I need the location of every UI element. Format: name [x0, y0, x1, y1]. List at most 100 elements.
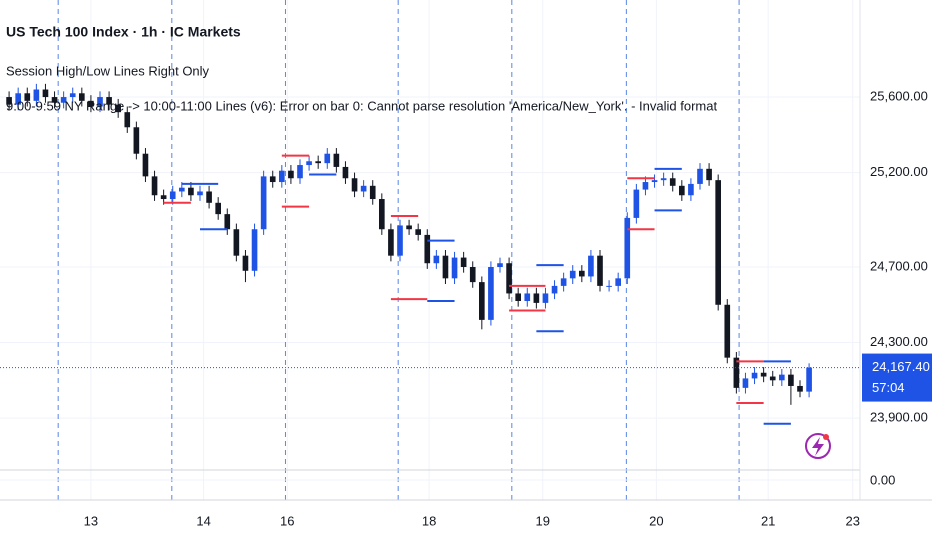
- candle-body: [779, 374, 785, 381]
- candle-body: [588, 255, 594, 277]
- candle-body: [551, 285, 558, 294]
- candle-body: [679, 185, 685, 196]
- candle-body: [797, 385, 803, 392]
- candle-body: [424, 234, 431, 264]
- candle-body: [106, 97, 112, 105]
- candle-body: [479, 282, 485, 320]
- candle-body: [124, 112, 131, 128]
- candle-body: [433, 255, 440, 264]
- candle-body: [415, 229, 421, 235]
- candle-body: [715, 180, 721, 305]
- candle-body: [624, 217, 631, 279]
- last-price-label: 24,167.40: [872, 359, 930, 374]
- candle-body: [315, 161, 321, 164]
- last-price-box: [862, 353, 932, 402]
- candle-body: [169, 191, 176, 200]
- candle-body: [79, 93, 85, 101]
- x-tick-label: 20: [649, 513, 663, 528]
- candle-body: [469, 267, 476, 283]
- candle-body: [324, 153, 331, 164]
- candle-body: [606, 285, 612, 287]
- candle-body: [224, 214, 231, 230]
- candle-body: [88, 100, 94, 107]
- countdown-label: 57:04: [872, 380, 905, 395]
- candle-body: [642, 182, 649, 190]
- candle-body: [724, 304, 731, 358]
- grid-layer: [0, 0, 860, 500]
- y-tick-label: 23,900.00: [870, 410, 928, 425]
- x-tick-label: 19: [535, 513, 549, 528]
- candle-body: [60, 97, 67, 103]
- candle-body: [360, 185, 367, 192]
- candle-body: [751, 372, 758, 379]
- x-tick-label: 23: [845, 513, 859, 528]
- candle-body: [215, 202, 221, 215]
- candle-body: [6, 97, 12, 105]
- candle-body: [288, 170, 294, 179]
- candle-body: [506, 263, 512, 294]
- candle-body: [333, 153, 340, 167]
- candle-body: [579, 270, 585, 277]
- candle-body: [524, 293, 531, 301]
- alert-icon-bolt: [812, 437, 824, 456]
- candle-body: [15, 93, 21, 105]
- candle-body: [669, 178, 676, 186]
- candle-body: [69, 93, 76, 98]
- candle-body: [260, 176, 267, 230]
- candle-body: [351, 178, 358, 192]
- y-tick-label: 25,600.00: [870, 88, 928, 103]
- candle-body: [388, 229, 394, 256]
- candle-body: [269, 176, 276, 183]
- candle-body: [542, 293, 549, 303]
- candle-body: [297, 165, 303, 179]
- candle-body: [451, 257, 458, 279]
- candle-body: [279, 170, 285, 183]
- y-tick-label: 24,700.00: [870, 258, 928, 273]
- candle-body: [142, 153, 149, 177]
- candle-body: [706, 168, 712, 181]
- candle-body: [242, 255, 249, 271]
- candle-body: [651, 180, 658, 183]
- candle-body: [397, 225, 403, 256]
- candle-body: [369, 185, 376, 200]
- candle-body: [460, 257, 467, 268]
- marks-layer: [0, 83, 860, 425]
- candle-body: [497, 263, 503, 268]
- candle-body: [769, 376, 776, 381]
- candle-body: [206, 191, 212, 203]
- candle-body: [233, 229, 240, 256]
- indicator-label: Session High/Low Lines Right Only: [6, 63, 210, 78]
- candle-body: [188, 187, 194, 196]
- candle-body: [688, 183, 694, 196]
- candle-body: [488, 267, 494, 320]
- candle-body: [633, 189, 640, 218]
- candle-body: [33, 89, 40, 101]
- candle-body: [179, 187, 185, 192]
- indicator-label: 9:00-9:59 NY Range -> 10:00-11:00 Lines …: [6, 98, 717, 113]
- candle-body: [733, 357, 740, 388]
- x-tick-label: 21: [761, 513, 775, 528]
- candle-body: [197, 191, 203, 196]
- candle-body: [660, 178, 667, 181]
- x-tick-label: 14: [196, 513, 210, 528]
- candle-body: [742, 378, 749, 388]
- candle-body: [51, 97, 58, 103]
- candle-body: [133, 127, 140, 154]
- candle-body: [379, 199, 385, 230]
- candle-body: [760, 372, 767, 377]
- y-tick-label: 24,300.00: [870, 334, 928, 349]
- candle-body: [788, 374, 794, 386]
- candle-body: [406, 225, 412, 230]
- x-tick-label: 13: [84, 513, 98, 528]
- alert-icon-dot: [823, 434, 829, 440]
- candle-body: [251, 229, 258, 271]
- candle-body: [806, 367, 812, 392]
- candle-body: [42, 89, 49, 98]
- candle-body: [515, 293, 521, 301]
- candle-body: [24, 93, 31, 101]
- candle-body: [115, 104, 121, 113]
- candle-body: [97, 97, 103, 107]
- candle-body: [442, 255, 449, 279]
- alert-icon[interactable]: [805, 433, 831, 459]
